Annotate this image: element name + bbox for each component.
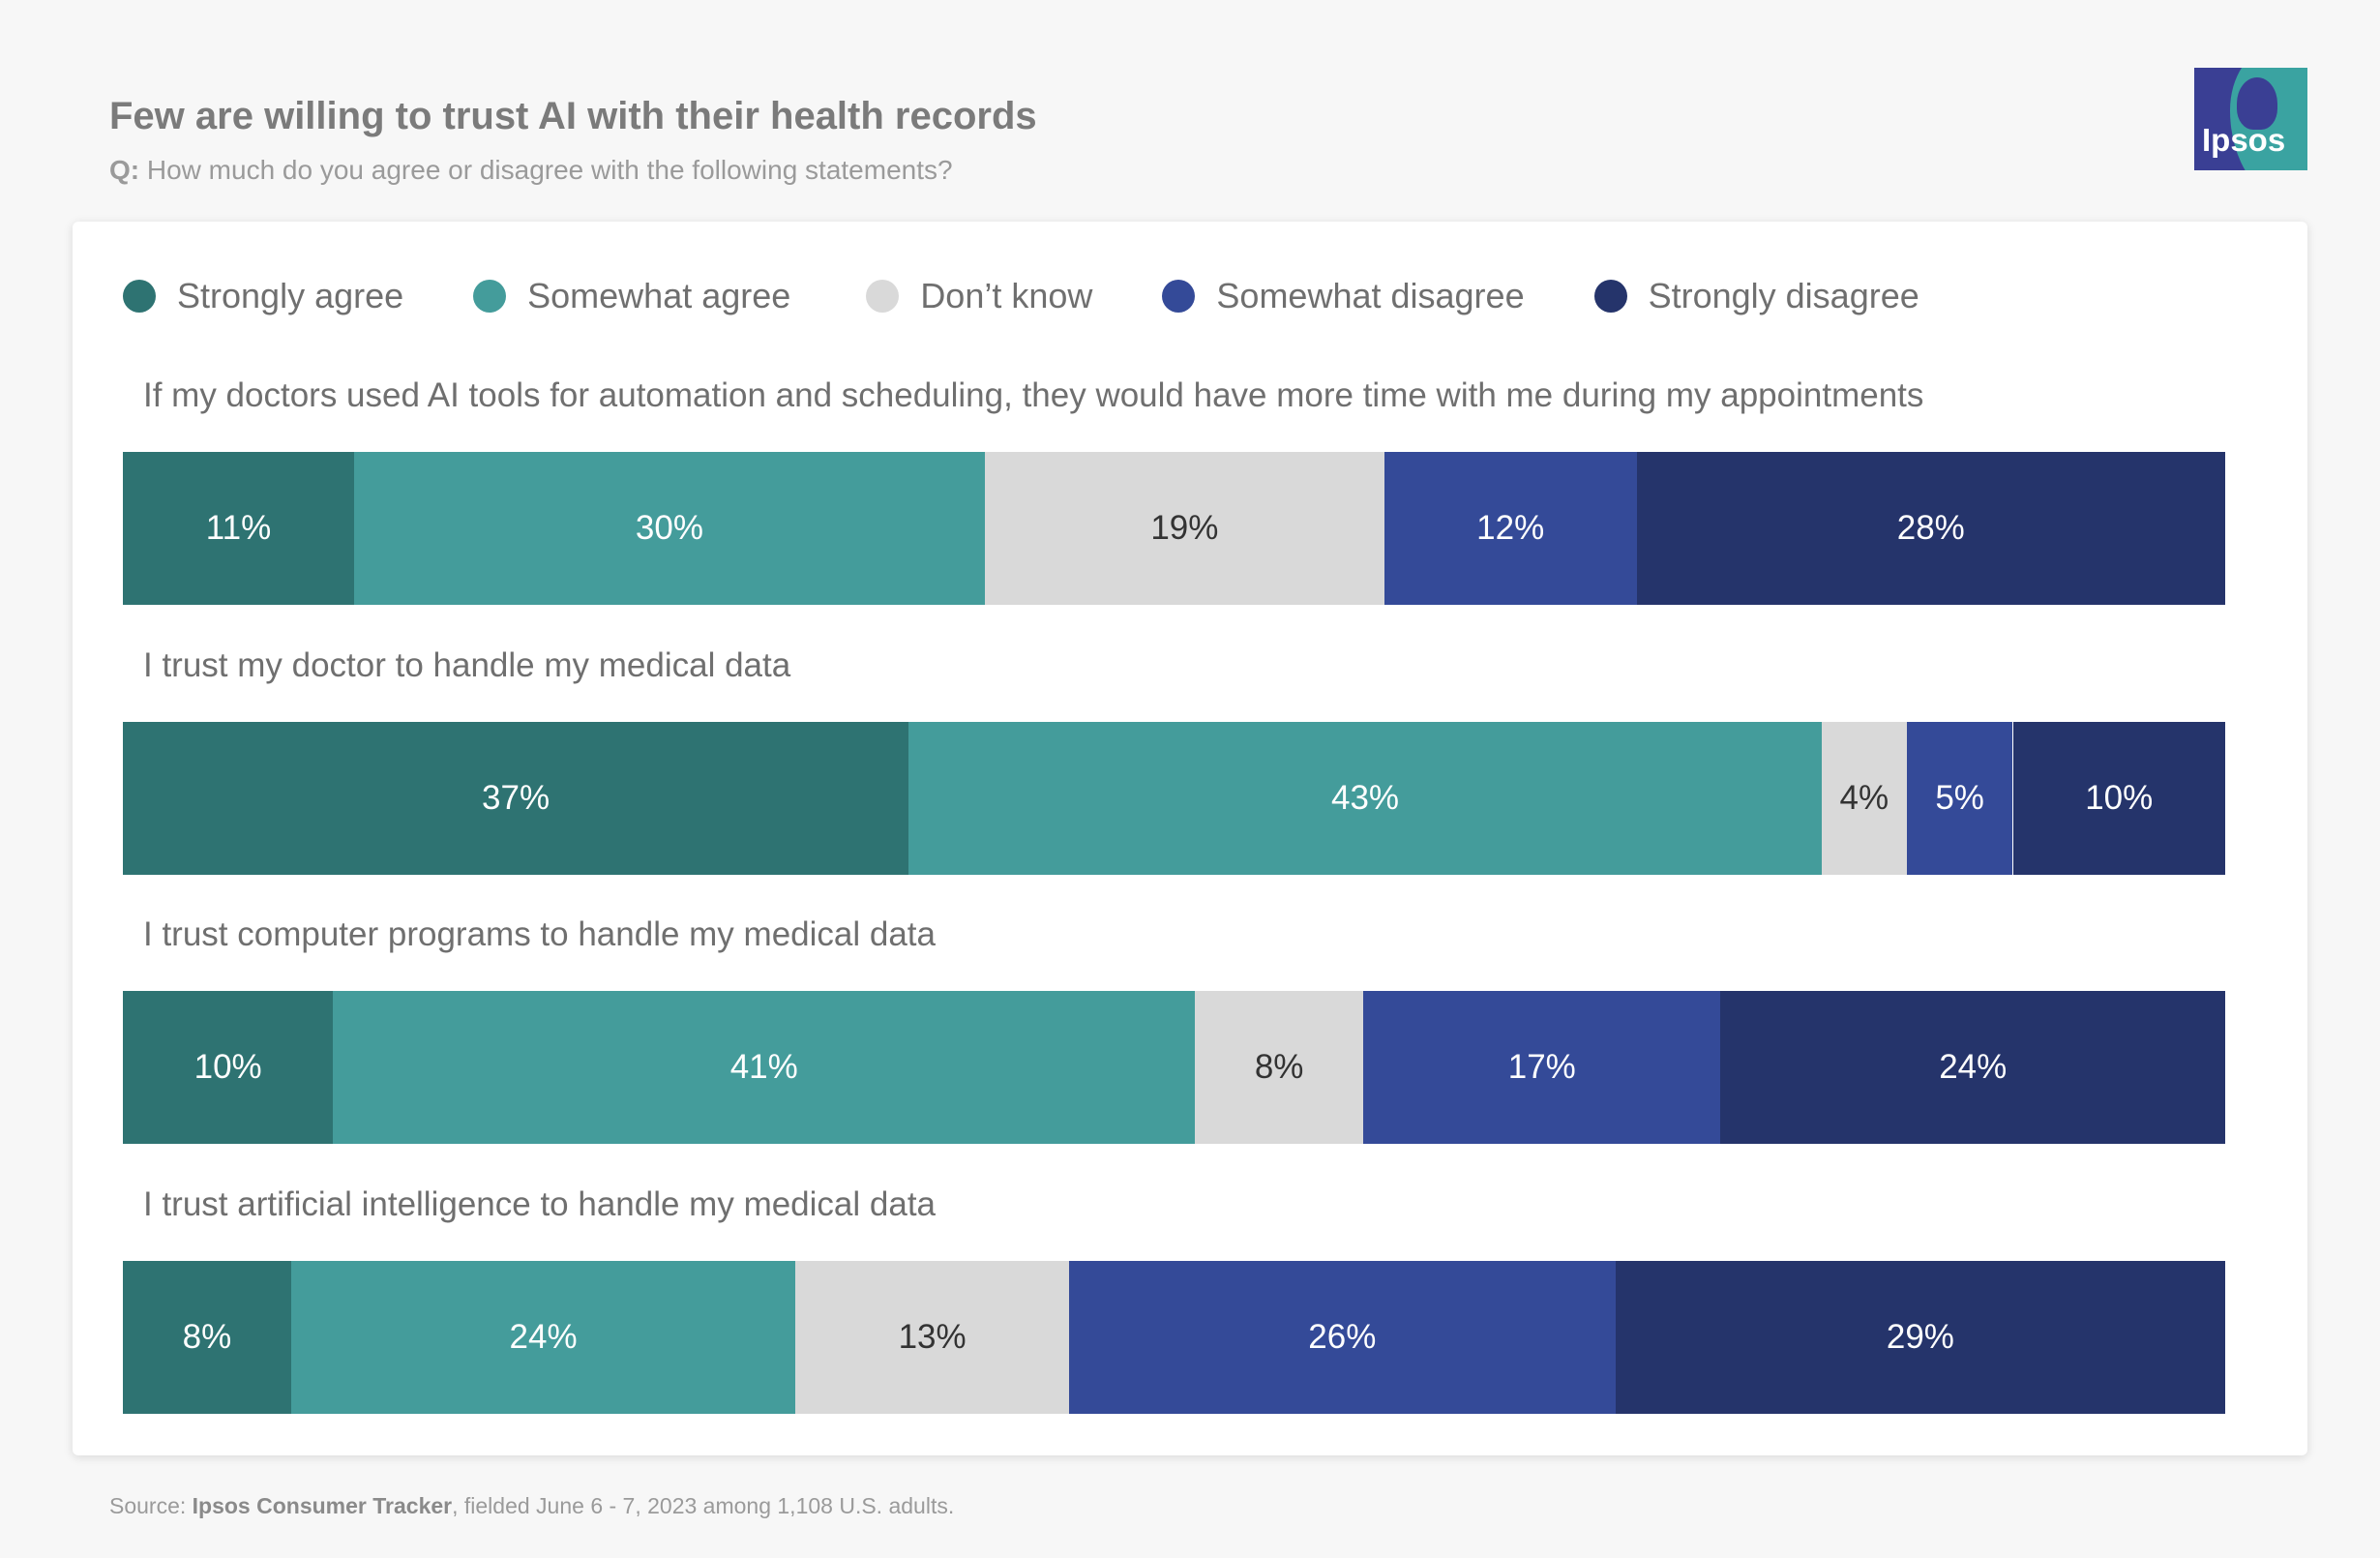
question-text: Q: How much do you agree or disagree wit… [109, 155, 953, 186]
bar-segment-somewhat-disagree: 12% [1383, 452, 1637, 605]
bar-segment-strongly-disagree: 10% [2012, 722, 2225, 875]
statement-label: I trust my doctor to handle my medical d… [143, 646, 791, 684]
legend-item-strongly-agree: Strongly agree [123, 276, 403, 316]
bar-segment-strongly-disagree: 28% [1636, 452, 2225, 605]
legend-item-strongly-disagree: Strongly disagree [1593, 276, 1919, 316]
legend-item-don-t-know: Don’t know [866, 276, 1092, 316]
statement-label: If my doctors used AI tools for automati… [143, 376, 1924, 414]
legend-dot-icon [866, 280, 900, 313]
legend-dot-icon [1593, 280, 1627, 313]
legend-label: Don’t know [920, 276, 1093, 315]
bar-segment-somewhat-disagree: 5% [1906, 722, 2013, 875]
stacked-bar: 37% 43% 4% 5% 10% [123, 722, 2225, 875]
source-name: Ipsos Consumer Tracker [192, 1493, 453, 1518]
stacked-bar: 8% 24% 13% 26% 29% [123, 1261, 2225, 1414]
legend-label: Strongly agree [177, 276, 404, 315]
question-prefix: Q: [109, 155, 140, 185]
bar-segment-strongly-agree: 10% [123, 991, 334, 1144]
bar-segment-strongly-agree: 8% [123, 1261, 291, 1414]
stacked-bar: 10% 41% 8% 17% 24% [123, 991, 2225, 1144]
legend-label: Somewhat disagree [1216, 276, 1525, 315]
stacked-bar: 11% 30% 19% 12% 28% [123, 452, 2225, 605]
bar-segment-somewhat-disagree: 17% [1363, 991, 1721, 1144]
statement-label: I trust artificial intelligence to handl… [143, 1185, 937, 1223]
statement-label: I trust computer programs to handle my m… [143, 915, 936, 953]
legend-dot-icon [473, 280, 507, 313]
legend-item-somewhat-disagree: Somewhat disagree [1162, 276, 1525, 316]
question-body: How much do you agree or disagree with t… [146, 155, 953, 185]
bar-segment-don-t-know: 19% [984, 452, 1384, 605]
bar-segment-somewhat-disagree: 26% [1068, 1261, 1616, 1414]
source-note: Source: Ipsos Consumer Tracker, fielded … [109, 1493, 954, 1519]
bar-segment-strongly-disagree: 29% [1615, 1261, 2225, 1414]
legend-dot-icon [1162, 280, 1196, 313]
legend-dot-icon [123, 280, 156, 313]
bar-segment-somewhat-agree: 43% [908, 722, 1822, 875]
bar-segment-strongly-agree: 37% [123, 722, 909, 875]
legend-label: Somewhat agree [527, 276, 791, 315]
bar-segment-somewhat-agree: 24% [290, 1261, 796, 1414]
bar-segment-don-t-know: 4% [1821, 722, 1907, 875]
bar-segment-somewhat-agree: 30% [354, 452, 985, 605]
source-details: , fielded June 6 - 7, 2023 among 1,108 U… [452, 1493, 955, 1518]
bar-segment-strongly-agree: 11% [123, 452, 355, 605]
chart-title: Few are willing to trust AI with their h… [109, 95, 1037, 137]
source-prefix: Source: [109, 1493, 187, 1518]
bar-segment-strongly-disagree: 24% [1720, 991, 2225, 1144]
legend-item-somewhat-agree: Somewhat agree [473, 276, 790, 316]
bar-segment-don-t-know: 8% [1195, 991, 1364, 1144]
bar-segment-somewhat-agree: 41% [333, 991, 1196, 1144]
legend-label: Strongly disagree [1648, 276, 1919, 315]
logo-wordmark: Ipsos [2202, 122, 2286, 158]
chart-legend: Strongly agree Somewhat agree Don’t know So… [123, 275, 1919, 317]
ipsos-logo: Ipsos [2194, 68, 2307, 170]
logo-head-icon [2237, 77, 2277, 130]
bar-segment-don-t-know: 13% [795, 1261, 1069, 1414]
